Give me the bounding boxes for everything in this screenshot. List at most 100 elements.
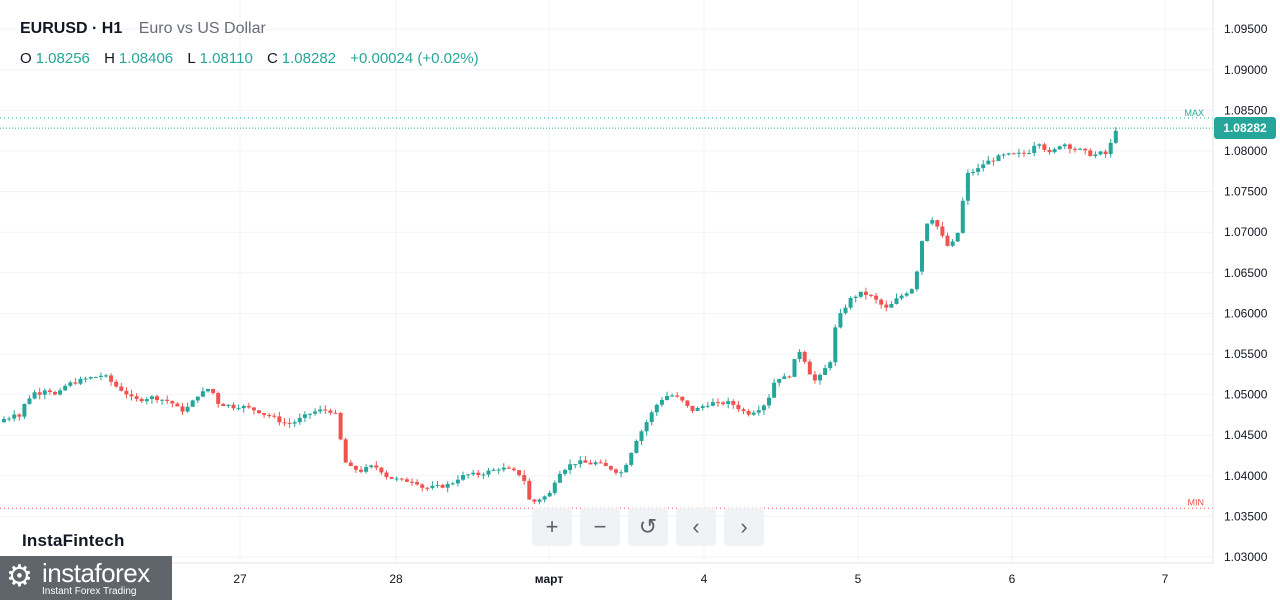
zoom-in-button[interactable]: +	[532, 508, 572, 546]
candle-body	[976, 168, 981, 172]
candle-body	[404, 479, 409, 482]
candle-body	[685, 400, 690, 406]
candle-body	[1001, 154, 1006, 156]
candle-body	[879, 299, 884, 305]
candle-body	[389, 477, 394, 479]
scroll-right-button[interactable]: ›	[724, 508, 764, 546]
candle-body	[440, 484, 445, 488]
candle-body	[53, 392, 57, 395]
candle-body	[986, 160, 991, 165]
candle-body	[425, 487, 430, 489]
candle-body	[109, 375, 114, 382]
candle-body	[144, 399, 149, 402]
candle-body	[772, 382, 777, 398]
candle-body	[782, 376, 787, 379]
candle-body	[843, 307, 848, 314]
candle-body	[476, 472, 481, 476]
candle-body	[17, 414, 22, 417]
candle-body	[282, 422, 287, 424]
candle-body	[517, 470, 522, 476]
low-label: L	[187, 50, 196, 67]
x-tick-label: 7	[1162, 572, 1169, 586]
candle-body	[338, 412, 343, 440]
candle-body	[292, 422, 297, 424]
candle-body	[200, 391, 205, 397]
candle-body	[27, 398, 32, 404]
candle-body	[58, 390, 63, 395]
candle-body	[1047, 149, 1052, 153]
y-tick-label: 1.08500	[1224, 103, 1268, 117]
candle-body	[47, 390, 52, 393]
candle-body	[496, 469, 501, 471]
candle-body	[175, 403, 180, 407]
candle-body	[690, 405, 695, 411]
candle-body	[359, 469, 363, 472]
candle-body	[624, 464, 629, 473]
candle-body	[73, 382, 78, 384]
candle-body	[869, 294, 873, 296]
candle-body	[12, 414, 17, 419]
candle-body	[1093, 154, 1098, 157]
candle-body	[78, 378, 83, 384]
candle-body	[792, 359, 797, 377]
candle-body	[542, 496, 547, 500]
axes: 1.03000 1.03500 1.04000 1.04500 1.05000 1.055…	[0, 0, 1268, 586]
candle-body	[98, 375, 103, 377]
symbol-label: EURUSD · H1	[20, 20, 123, 37]
candle-body	[593, 462, 598, 465]
y-tick-label: 1.05500	[1224, 347, 1268, 361]
last-price-badge: 1.08282	[1214, 117, 1276, 139]
x-tick-label: 6	[1009, 572, 1016, 586]
candle-body	[328, 410, 333, 413]
candle-body	[42, 390, 47, 395]
candle-body	[206, 388, 210, 392]
zoom-out-button[interactable]: −	[580, 508, 620, 546]
candle-body	[710, 402, 715, 406]
candle-body	[149, 396, 154, 400]
candle-body	[32, 392, 37, 399]
candle-body	[573, 464, 578, 466]
candle-body	[996, 155, 1001, 162]
reset-chart-button[interactable]: ↺	[628, 508, 668, 546]
candle-body	[889, 303, 894, 308]
candle-body	[563, 470, 567, 474]
candle-body	[950, 241, 955, 246]
candle-body	[945, 235, 950, 246]
candle-body	[445, 483, 450, 488]
candle-body	[726, 401, 731, 405]
candle-body	[379, 467, 384, 473]
candle-body	[236, 408, 241, 410]
candle-body	[180, 406, 185, 412]
candle-body	[1062, 144, 1067, 147]
candle-body	[695, 407, 700, 411]
y-tick-label: 1.09000	[1224, 63, 1268, 77]
candle-body	[925, 223, 930, 241]
candle-body	[318, 409, 323, 412]
candle-body	[797, 351, 802, 360]
candle-body	[384, 472, 389, 478]
candle-body	[639, 431, 644, 441]
y-tick-label: 1.06500	[1224, 266, 1268, 280]
high-value: 1.08406	[118, 50, 174, 67]
logo-name: instaforex	[42, 558, 150, 588]
candle-body	[940, 226, 945, 236]
candle-body	[481, 474, 486, 476]
candle-body	[165, 399, 170, 402]
candle-body	[160, 399, 165, 401]
candle-body	[818, 374, 822, 381]
candle-body	[211, 388, 216, 394]
scroll-left-button[interactable]: ‹	[676, 508, 716, 546]
candle-body	[302, 414, 307, 418]
candle-body	[1032, 145, 1037, 154]
candle-body	[588, 462, 593, 465]
candle-body	[1057, 146, 1062, 150]
candle-body	[665, 395, 669, 401]
chart-legend-title: EURUSD · H1 Euro vs US Dollar	[20, 20, 266, 38]
max-label: MAX	[1184, 108, 1204, 118]
candle-body	[1083, 148, 1088, 151]
x-tick-label: 28	[389, 572, 403, 586]
candle-body	[506, 467, 511, 469]
candle-body	[1103, 151, 1108, 155]
candle-body	[455, 479, 460, 484]
